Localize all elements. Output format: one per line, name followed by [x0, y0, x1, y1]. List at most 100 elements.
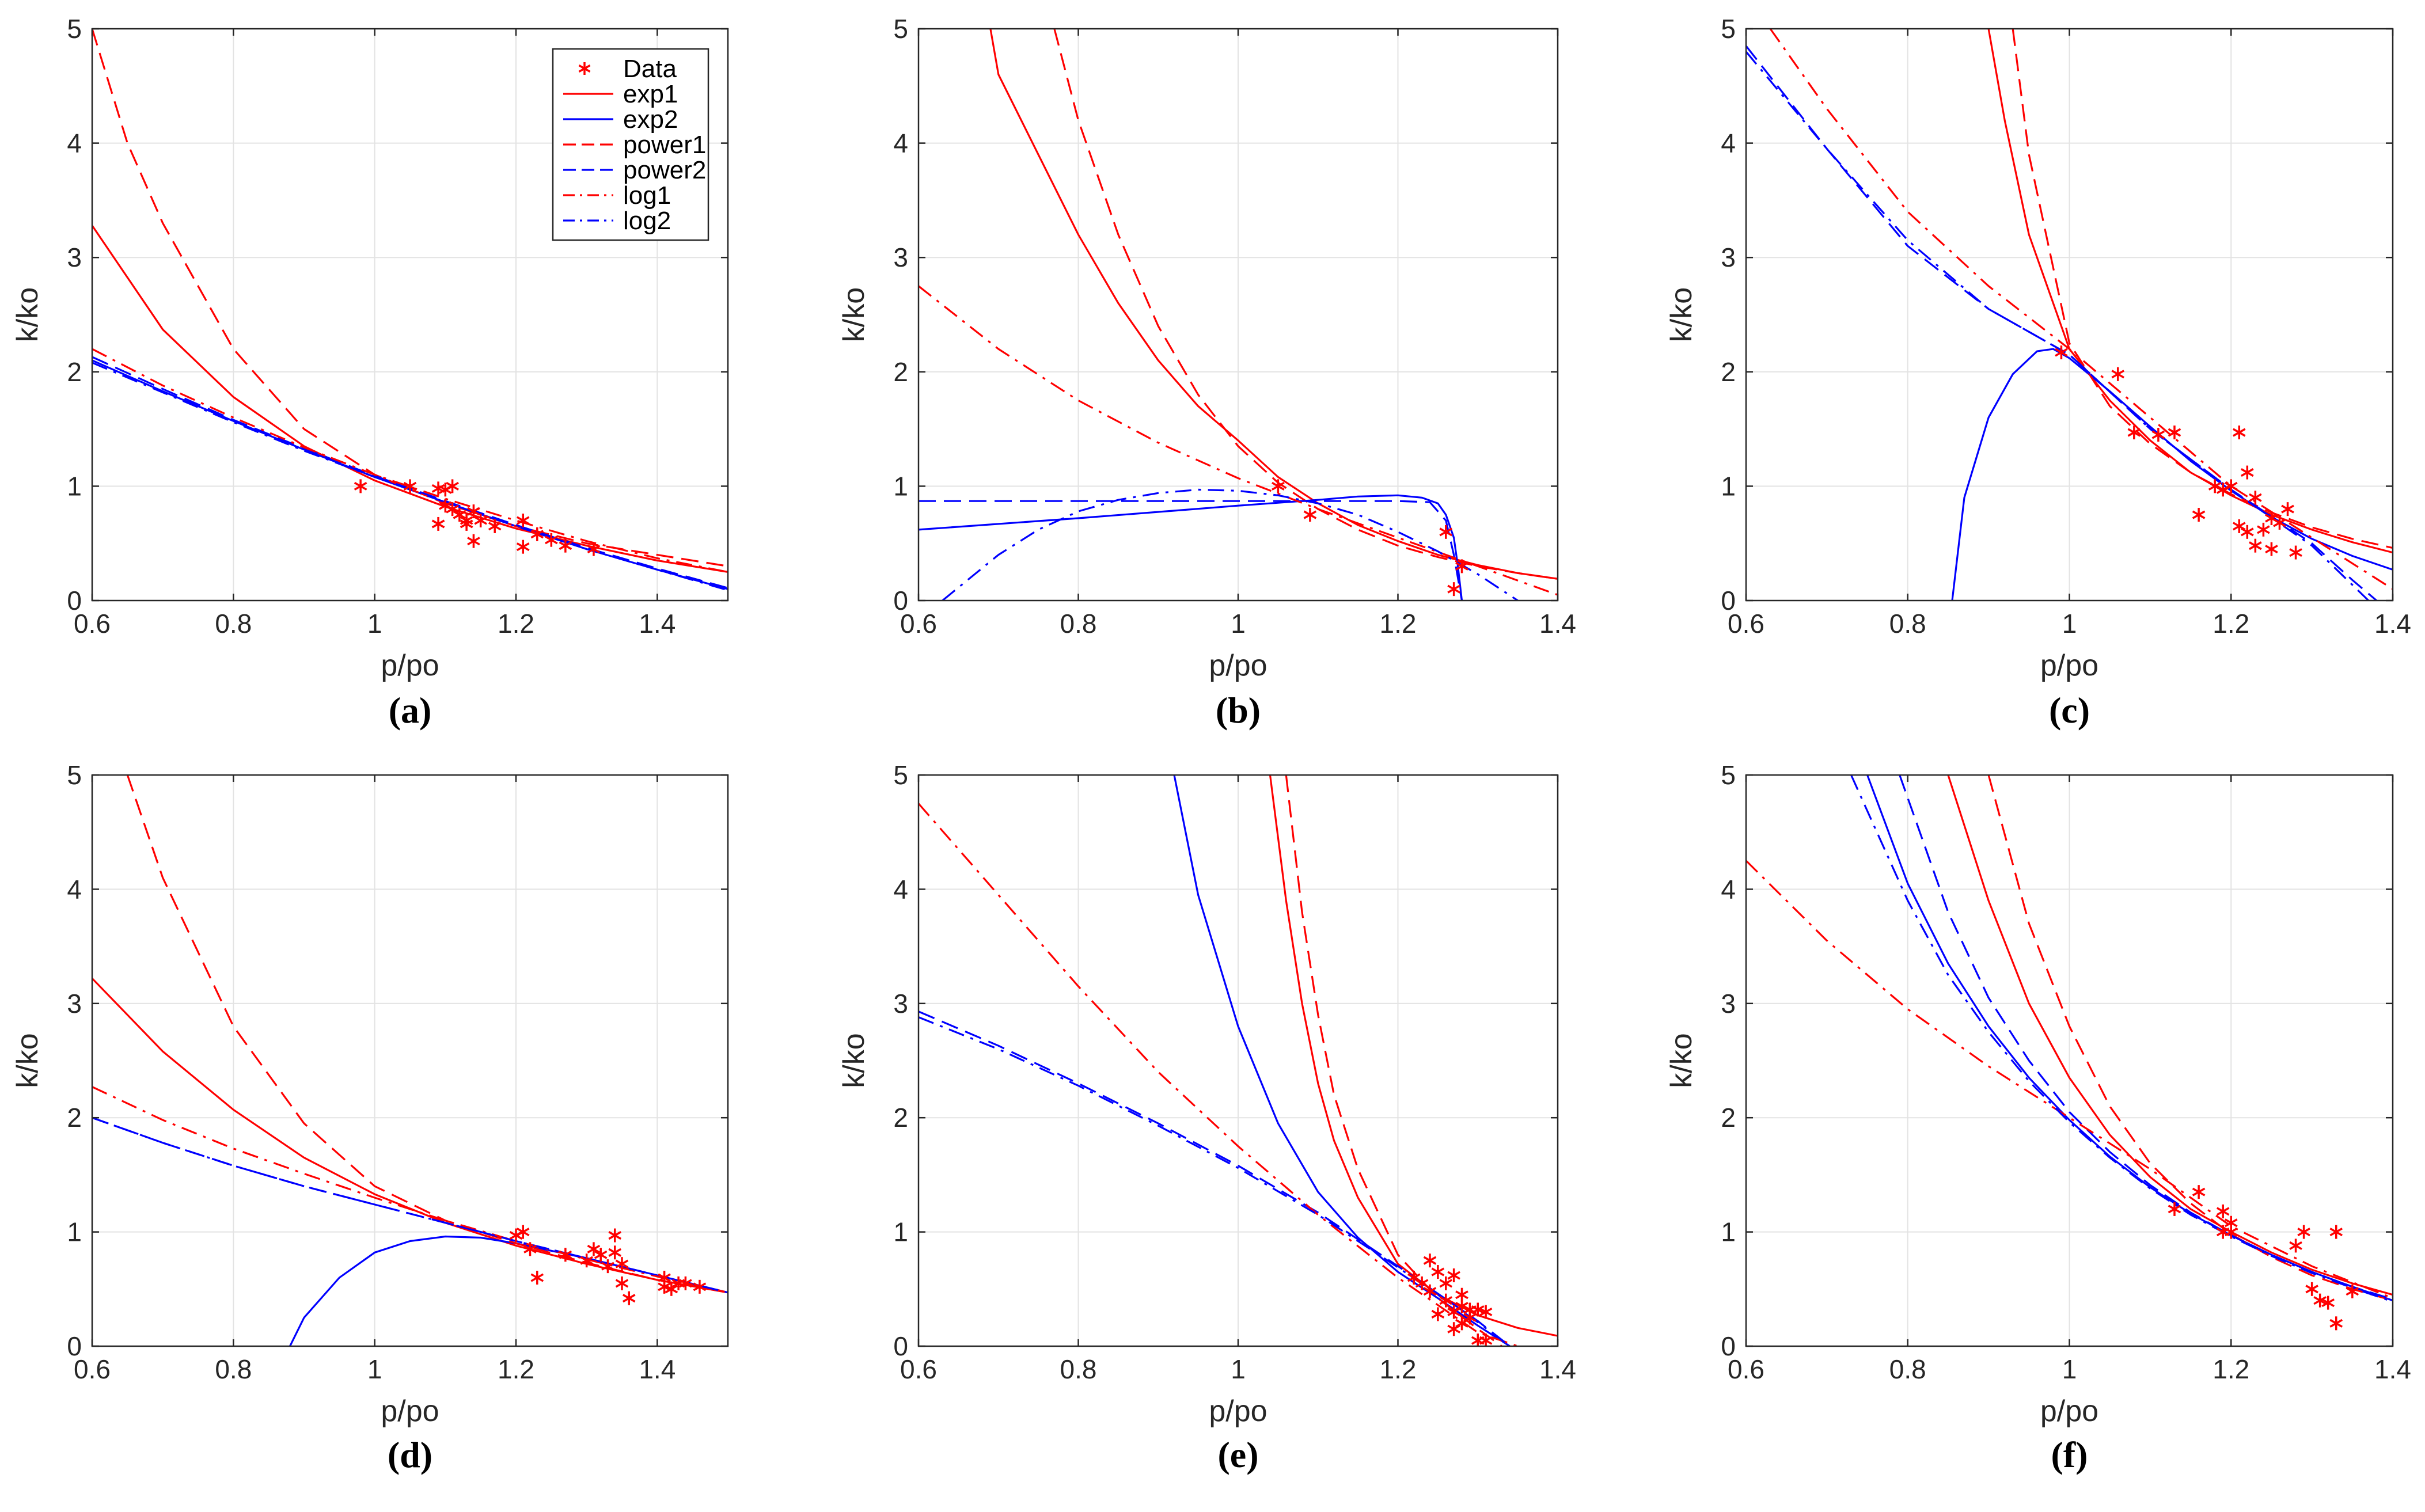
data-point: [615, 1257, 629, 1271]
data-point: [2192, 1185, 2206, 1199]
y-tick-label: 2: [893, 1103, 908, 1133]
data-point: [1463, 1310, 1477, 1325]
data-point: [516, 540, 530, 554]
y-tick-label: 0: [1721, 586, 1736, 616]
x-tick-label: 1.2: [2213, 609, 2249, 639]
panel-label: (c): [2049, 690, 2090, 731]
y-tick-label: 1: [67, 471, 82, 501]
data-point: [559, 538, 572, 553]
series-group: [92, 775, 728, 1346]
data-point: [523, 1242, 537, 1256]
y-axis-label: k/ko: [1665, 1033, 1698, 1088]
data-point: [2249, 538, 2262, 553]
axes-frame: [91, 774, 729, 1347]
legend-label: exp2: [623, 105, 678, 134]
data-point: [1479, 1305, 1493, 1319]
y-tick-label: 5: [893, 14, 908, 44]
series-line-log2: [942, 488, 1519, 601]
y-tick-label: 0: [1721, 1331, 1736, 1361]
x-tick-label: 0.6: [74, 609, 111, 639]
data-point: [446, 479, 459, 493]
data-point: [559, 1248, 572, 1262]
x-tick-label: 1: [367, 609, 382, 639]
x-axis-label: p/po: [381, 1395, 439, 1428]
legend-item-log2: log2: [563, 207, 671, 235]
chart-panel-d: 0.6 0.8 1 1.2 1.4 0 1 2 3 4 5 p/po k/ko (d): [11, 760, 729, 1475]
legend-label: exp1: [623, 80, 678, 108]
data-point: [693, 1279, 707, 1294]
data-point: [1431, 1307, 1445, 1321]
y-tick-label: 5: [67, 14, 82, 44]
x-axis-label: p/po: [2040, 649, 2098, 682]
x-tick-label: 0.6: [74, 1354, 111, 1384]
y-axis-label: k/ko: [11, 287, 44, 342]
y-tick-label: 2: [1721, 357, 1736, 387]
y-tick-label: 4: [1721, 128, 1736, 158]
series-line-log1: [1746, 860, 2393, 1300]
data-point: [1303, 508, 1317, 522]
series-line-log1: [919, 803, 1519, 1346]
data-point: [1447, 582, 1460, 597]
legend-item-log1: log1: [563, 181, 671, 210]
data-point: [2168, 426, 2181, 440]
data-point: [2305, 1282, 2318, 1296]
data-point: [2289, 1239, 2302, 1253]
x-axis-label: p/po: [2040, 1395, 2098, 1428]
series-line-exp1: [1947, 775, 2393, 1296]
series-line-log1: [919, 285, 1558, 596]
data-point: [2346, 1284, 2359, 1298]
chart-panel-c: 0.6 0.8 1 1.2 1.4 0 1 2 3 4 5 p/po k/ko (c): [1665, 14, 2411, 731]
y-tick-label: 2: [67, 1103, 82, 1133]
legend-marker: [578, 64, 591, 73]
legend-label: log1: [623, 181, 671, 210]
data-point: [1439, 1293, 1453, 1308]
x-tick-label: 1.2: [2213, 1354, 2249, 1384]
legend-item-Data: Data: [578, 55, 677, 83]
panel-label: (d): [388, 1434, 432, 1475]
data-point: [1479, 1334, 1493, 1346]
y-axis-label: k/ko: [11, 1033, 44, 1088]
x-tick-label: 0.8: [1889, 609, 1926, 639]
y-axis-label: k/ko: [1665, 287, 1698, 342]
y-tick-label: 5: [1721, 760, 1736, 790]
x-tick-label: 1.2: [1380, 1354, 1417, 1384]
x-tick-label: 0.8: [215, 1354, 252, 1384]
y-tick-label: 1: [1721, 471, 1736, 501]
x-tick-label: 1.4: [2374, 609, 2411, 639]
legend-item-power1: power1: [563, 131, 706, 159]
data-point: [446, 502, 459, 516]
data-point: [665, 1282, 678, 1296]
data-point: [2273, 515, 2286, 530]
x-tick-label: 1.4: [639, 1354, 675, 1384]
y-tick-label: 2: [67, 357, 82, 387]
data-point: [2313, 1293, 2327, 1308]
data-point: [608, 1228, 622, 1243]
data-point: [594, 1248, 608, 1262]
data-point: [2321, 1296, 2335, 1310]
panel-label: (b): [1216, 690, 1261, 731]
legend-item-exp1: exp1: [563, 80, 678, 108]
y-tick-label: 3: [1721, 989, 1736, 1019]
x-tick-label: 1: [1231, 1354, 1246, 1384]
series-group: [1746, 29, 2393, 601]
data-point: [2249, 491, 2262, 505]
data-point: [615, 1276, 629, 1290]
series-line-power1: [1987, 775, 2393, 1302]
y-tick-label: 4: [67, 128, 82, 158]
x-tick-label: 1.4: [2374, 1354, 2411, 1384]
data-point: [1423, 1253, 1437, 1268]
data-point: [1455, 559, 1468, 573]
series-group: [92, 29, 728, 591]
y-tick-label: 1: [893, 471, 908, 501]
series-line-exp1: [1987, 29, 2393, 554]
data-point: [2127, 426, 2141, 440]
data-point: [587, 1242, 601, 1256]
data-point: [467, 504, 480, 519]
y-tick-label: 2: [893, 357, 908, 387]
data-point: [545, 533, 558, 547]
data-point: [2192, 508, 2206, 522]
chart-panel-a: 0.6 0.8 1 1.2 1.4 0 1 2 3 4 5 p/po k/ko (a) Dataexp1ex…: [11, 14, 729, 731]
y-tick-label: 0: [893, 586, 908, 616]
x-tick-label: 0.6: [1728, 1354, 1764, 1384]
